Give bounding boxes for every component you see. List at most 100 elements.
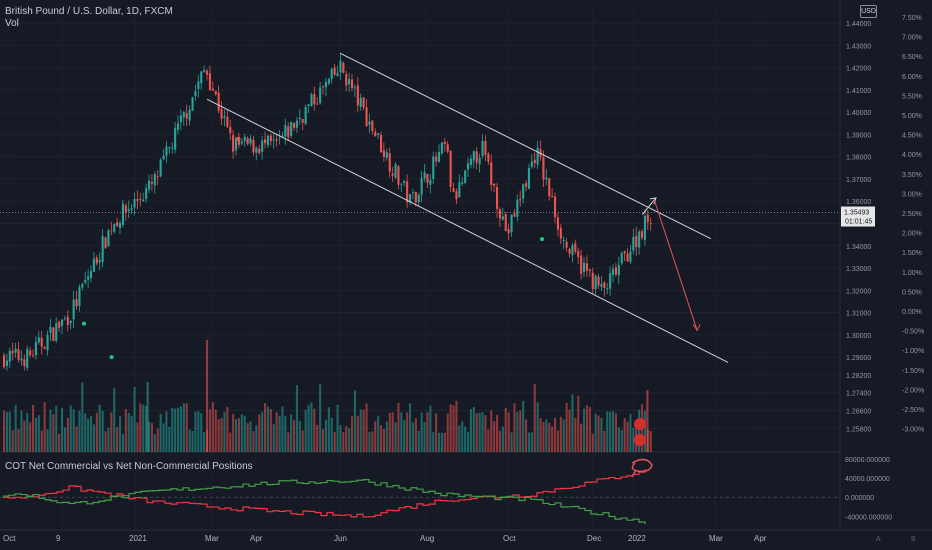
volume-bar bbox=[298, 421, 301, 452]
candle-body bbox=[641, 231, 644, 238]
volume-bar bbox=[368, 432, 371, 452]
volume-bar bbox=[223, 411, 226, 452]
candle-body bbox=[333, 67, 336, 75]
cot-tick-label: 0.000000 bbox=[845, 495, 874, 502]
date-tick-label: 2021 bbox=[129, 534, 147, 543]
arrowhead-down bbox=[692, 324, 701, 332]
candle-body bbox=[49, 326, 52, 333]
candle-body bbox=[359, 97, 362, 107]
candle-body bbox=[150, 182, 153, 184]
volume-bar bbox=[426, 412, 429, 452]
candle-body bbox=[423, 172, 426, 179]
candle-body bbox=[432, 156, 435, 179]
candle-body bbox=[145, 188, 148, 199]
candle-body bbox=[525, 183, 528, 187]
volume-bar bbox=[548, 422, 551, 452]
candle-body bbox=[29, 350, 32, 356]
channel-upper-line bbox=[339, 52, 712, 240]
volume-bar bbox=[391, 412, 394, 452]
volume-bar bbox=[235, 419, 238, 452]
candle-body bbox=[554, 196, 557, 218]
candle-body bbox=[551, 196, 554, 197]
candle-body bbox=[568, 248, 571, 254]
candle-body bbox=[469, 158, 472, 166]
candle-body bbox=[643, 215, 646, 240]
candle-body bbox=[565, 241, 568, 248]
currency-badge[interactable]: USD bbox=[860, 5, 877, 18]
candle-body bbox=[293, 123, 296, 128]
volume-bar bbox=[66, 418, 69, 452]
candle-body bbox=[626, 253, 629, 262]
volume-bar bbox=[26, 412, 29, 452]
candle-body bbox=[113, 224, 116, 232]
volume-bar bbox=[336, 404, 339, 452]
candle-body bbox=[298, 118, 301, 120]
candle-body bbox=[34, 342, 37, 356]
percent-tick-label: -3.00% bbox=[902, 427, 924, 434]
candle-body bbox=[72, 299, 75, 320]
volume-bar bbox=[571, 394, 574, 452]
candle-body bbox=[69, 320, 72, 324]
volume-bar bbox=[322, 428, 325, 452]
volume-bar bbox=[614, 413, 617, 452]
candle-body bbox=[362, 97, 365, 108]
price-tick-label: 1.36000 bbox=[846, 199, 871, 206]
candle-body bbox=[449, 150, 452, 187]
candle-body bbox=[603, 282, 606, 289]
volume-bar bbox=[58, 433, 61, 452]
price-tick-label: 1.42000 bbox=[846, 66, 871, 73]
volume-bar bbox=[365, 403, 368, 452]
volume-bar bbox=[397, 402, 400, 452]
candle-body bbox=[322, 86, 325, 88]
volume-bar bbox=[643, 410, 646, 452]
candle-body bbox=[107, 230, 110, 247]
percent-tick-label: 3.50% bbox=[902, 172, 922, 179]
candle-body bbox=[3, 355, 6, 368]
candle-body bbox=[75, 298, 78, 307]
volume-bar bbox=[194, 411, 197, 452]
volume-bar bbox=[525, 419, 528, 452]
candle-body bbox=[585, 263, 588, 271]
candle-body bbox=[159, 159, 162, 177]
candle-body bbox=[353, 87, 356, 89]
log-scale-icon[interactable]: B bbox=[911, 536, 916, 543]
candle-body bbox=[182, 112, 185, 118]
volume-bar bbox=[562, 419, 565, 452]
candle-body bbox=[533, 159, 536, 164]
volume-bar bbox=[507, 412, 510, 452]
volume-bar bbox=[249, 421, 252, 452]
symbol-title: British Pound / U.S. Dollar, 1D, FXCM bbox=[5, 6, 173, 17]
volume-bar bbox=[142, 404, 145, 452]
candle-body bbox=[420, 178, 423, 195]
candle-body bbox=[319, 87, 322, 104]
candle-body bbox=[266, 135, 269, 146]
volume-bar bbox=[124, 409, 127, 452]
volume-bar bbox=[5, 412, 8, 452]
candle-body bbox=[290, 122, 293, 136]
volume-bar bbox=[261, 412, 264, 452]
candle-body bbox=[133, 199, 136, 208]
volume-bar bbox=[46, 429, 49, 452]
candle-body bbox=[194, 91, 197, 97]
auto-scale-icon[interactable]: A bbox=[876, 536, 881, 543]
volume-bar bbox=[264, 403, 267, 452]
candle-body bbox=[278, 137, 281, 139]
candle-body bbox=[435, 156, 438, 162]
volume-bar bbox=[313, 408, 316, 452]
candle-body bbox=[40, 337, 43, 347]
volume-bar bbox=[594, 413, 597, 452]
candle-body bbox=[617, 264, 620, 276]
volume-bar bbox=[374, 421, 377, 452]
percent-tick-label: 4.00% bbox=[902, 152, 922, 159]
date-tick-label: Oct bbox=[503, 534, 516, 543]
volume-bar bbox=[11, 430, 14, 452]
candle-body bbox=[612, 268, 615, 275]
volume-bar bbox=[252, 431, 255, 452]
candle-body bbox=[481, 141, 484, 156]
candle-body bbox=[519, 199, 522, 201]
projection-arrow-down bbox=[653, 198, 698, 331]
volume-bar bbox=[98, 404, 101, 452]
volume-bar bbox=[583, 408, 586, 452]
candle-body bbox=[545, 177, 548, 180]
